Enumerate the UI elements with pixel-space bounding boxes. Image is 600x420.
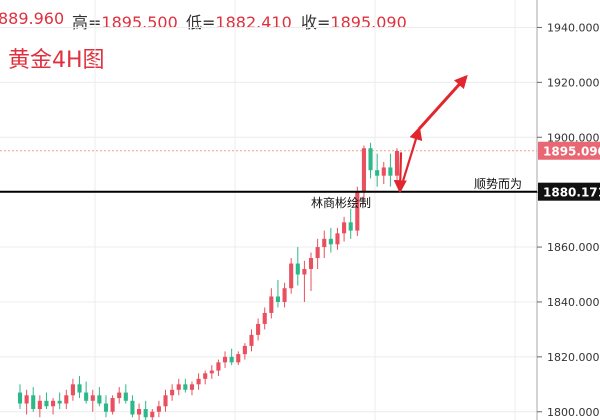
candle-body (256, 323, 261, 335)
candle-body (130, 400, 135, 415)
candle-body (176, 384, 181, 390)
y-tick-label: 1900.000 (547, 131, 600, 144)
candle-body (275, 296, 280, 302)
candle-body (342, 222, 347, 234)
candle-body (189, 384, 195, 390)
candle-body (17, 392, 23, 404)
open-value: 889.960 (0, 9, 65, 28)
candle-body (216, 362, 221, 371)
candle-body (394, 150, 400, 176)
candle-body (308, 258, 314, 270)
candle-body (381, 167, 386, 176)
candle-body (335, 233, 340, 245)
candle-body (24, 395, 29, 404)
candle-body (236, 354, 241, 363)
candle-body (77, 384, 82, 393)
trend-annotation: 顺势而为 (474, 177, 522, 191)
candle-body (242, 345, 247, 355)
candle-body (222, 356, 228, 363)
candle-body (375, 170, 380, 176)
level-price-tag (538, 182, 600, 201)
candle-body (103, 403, 109, 412)
y-tick-label: 1940.000 (547, 21, 600, 34)
candle-body (51, 400, 56, 407)
candle-body (302, 269, 307, 275)
candle-body (203, 373, 208, 379)
candle-body (269, 296, 274, 313)
projection-up-line (417, 75, 468, 131)
y-tick-label: 1860.000 (547, 241, 600, 254)
candle-body (361, 148, 366, 193)
candle-body (37, 400, 42, 410)
y-tick-label: 1920.000 (547, 76, 600, 89)
candle-body (44, 400, 49, 407)
candle-body (196, 378, 201, 385)
candle-body (315, 247, 320, 259)
candle-body (90, 395, 95, 401)
candle-body (150, 411, 155, 418)
candle-body (97, 395, 102, 404)
candle-body (368, 148, 373, 171)
chart-title: 黄金4H图 (8, 48, 105, 73)
current-price-tag (538, 141, 600, 160)
candle-body (84, 392, 89, 401)
candle-body (348, 222, 353, 231)
candle-body (328, 238, 333, 245)
candle-body (249, 334, 254, 346)
candle-body (143, 409, 148, 418)
candle-body (322, 238, 327, 248)
y-tick-label: 1840.000 (547, 296, 600, 309)
candle-body (137, 409, 142, 415)
projection-down-arrow (393, 152, 407, 194)
current-price-tag-label: 1895.090 (543, 145, 600, 159)
candle-body (31, 395, 36, 410)
candle-body (229, 356, 234, 363)
projection-bounce-arrow (398, 126, 423, 192)
candle-body (209, 370, 214, 374)
candle-body (70, 384, 75, 396)
candle-body (388, 167, 393, 176)
candle-body (262, 312, 267, 324)
candle-body (170, 389, 175, 396)
candle-body (110, 398, 115, 412)
candle-body (295, 263, 300, 275)
author-annotation: 林商彬绘制 (311, 195, 371, 210)
candle-body (183, 384, 188, 390)
candle-body (64, 395, 69, 404)
y-tick-label: 1800.000 (547, 406, 600, 419)
candle-body (123, 392, 128, 401)
candle-body (282, 288, 287, 302)
level-price-tag-label: 1880.171 (543, 186, 600, 200)
candle-body (57, 400, 62, 404)
y-tick-label: 1820.000 (547, 351, 600, 364)
candle-body (163, 395, 168, 407)
candle-body (156, 406, 161, 412)
candle-body (289, 263, 294, 289)
candle-body (117, 392, 122, 399)
candle-body (355, 192, 360, 231)
